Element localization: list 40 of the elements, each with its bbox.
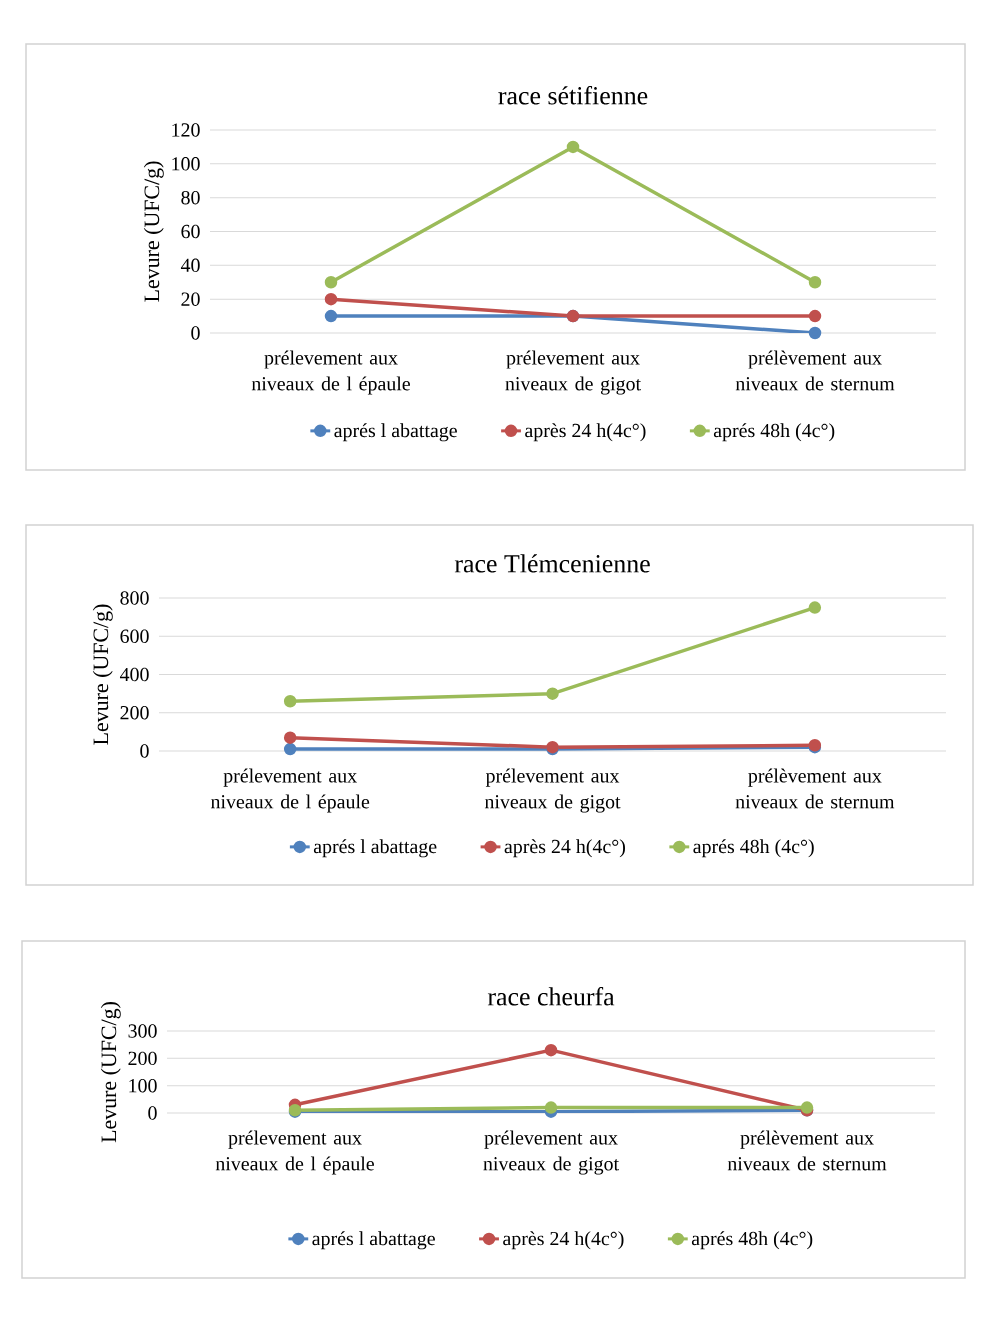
y-tick-label: 60	[181, 224, 200, 239]
x-tick-label: prélevement aux niveaux de gigot	[484, 768, 621, 813]
x-tick-label: prélevement aux niveaux de l épaule	[210, 768, 370, 813]
legend-label: aprés l abattage	[313, 839, 437, 858]
chart-title: race sétifienne	[498, 86, 648, 105]
chart-title: race Tlémcenienne	[454, 554, 650, 573]
legend-label: aprés 48h (4c°)	[713, 423, 835, 442]
legend-label: aprés 48h (4c°)	[691, 1231, 813, 1250]
x-tick-label: prélèvement aux niveaux de sternum	[735, 768, 895, 809]
y-tick-label: 80	[181, 190, 200, 205]
legend-label: aprés l abattage	[312, 1231, 435, 1250]
y-axis-title: Levure (UFC/g)	[100, 1002, 121, 1143]
x-tick-label: prélèvement aux niveaux de sternum	[727, 1130, 887, 1171]
y-tick-label: 200	[120, 706, 149, 720]
x-tick-label: prélevement aux niveaux de gigot	[505, 350, 641, 395]
legend-label: aprés 48h (4c°)	[693, 839, 814, 858]
legend-label: après 24 h(4c°)	[503, 1231, 624, 1250]
y-tick-label: 600	[120, 629, 149, 643]
y-tick-label: 300	[128, 1024, 157, 1038]
y-tick-label: 0	[148, 1106, 157, 1120]
chart-title: race cheurfa	[487, 987, 615, 1006]
y-axis-title: Levure (UFC/g)	[92, 604, 113, 745]
x-tick-label: prélevement aux niveaux de l épaule	[215, 1130, 374, 1175]
y-tick-label: 40	[180, 258, 200, 273]
y-tick-label: 120	[172, 123, 200, 137]
y-tick-label: 800	[120, 591, 149, 605]
y-tick-label: 0	[191, 326, 200, 340]
x-tick-label: prélèvement aux niveaux de sternum	[735, 350, 895, 391]
legend-label: aprés l abattage	[334, 423, 457, 442]
legend-label: après 24 h(4c°)	[525, 423, 646, 442]
y-tick-label: 400	[119, 667, 149, 682]
y-tick-label: 100	[172, 157, 200, 171]
y-axis-title: Levure (UFC/g)	[143, 161, 164, 302]
y-tick-label: 20	[181, 292, 200, 306]
y-tick-label: 100	[129, 1078, 157, 1093]
y-tick-label: 0	[140, 744, 149, 758]
y-tick-label: 200	[128, 1051, 157, 1066]
x-tick-label: prélevement aux niveaux de l épaule	[251, 350, 410, 395]
legend-label: après 24 h(4c°)	[504, 839, 625, 858]
x-tick-label: prélevement aux niveaux de gigot	[483, 1130, 619, 1175]
